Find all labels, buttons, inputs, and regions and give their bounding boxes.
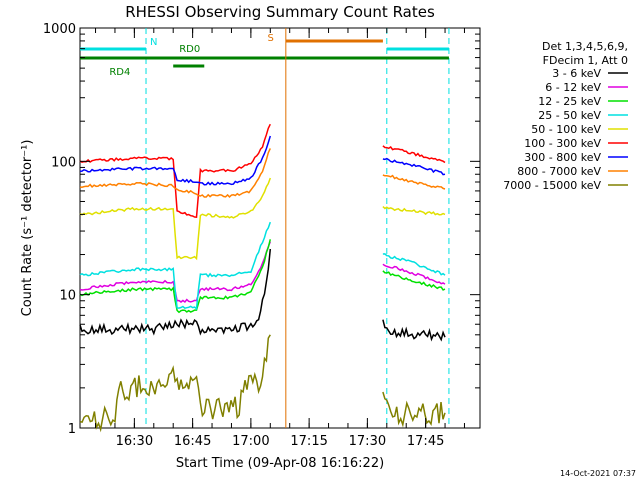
series-line-5 [382, 206, 446, 216]
timestamp: 14-Oct-2021 07:37 [560, 469, 636, 478]
series-line-7 [79, 135, 272, 186]
legend-header-1: Det 1,3,4,5,6,9, [542, 40, 628, 53]
series-line-2 [382, 263, 446, 285]
series-line-9 [382, 391, 446, 428]
x-tick-label: 17:00 [232, 434, 269, 449]
series-line-6 [79, 123, 271, 219]
legend-header-2: FDecim 1, Att 0 [543, 54, 628, 67]
y-tick-label: 10 [59, 289, 76, 304]
annotation-label-rd4: RD4 [109, 67, 130, 78]
plot-frame [79, 27, 481, 429]
series-line-5 [79, 177, 272, 261]
legend-label: 50 - 100 keV [531, 123, 601, 136]
y-axis-label: Count Rate (s⁻¹ detector⁻¹) [20, 140, 35, 317]
x-tick-label: 16:30 [116, 434, 153, 449]
x-tick-label: 16:45 [174, 434, 211, 449]
series-line-1 [382, 319, 446, 342]
x-tick-label: 17:15 [290, 434, 327, 449]
x-tick-label: 17:45 [407, 434, 444, 449]
legend-label: 6 - 12 keV [545, 81, 601, 94]
series-line-4 [382, 253, 446, 276]
series-line-2 [79, 241, 272, 304]
series-line-1 [79, 248, 272, 336]
series-layer [79, 123, 446, 433]
legend-label: 12 - 25 keV [538, 95, 601, 108]
series-line-3 [382, 270, 446, 291]
series-line-6 [382, 145, 446, 164]
annotation-label-s: S [267, 33, 273, 44]
series-line-3 [79, 239, 272, 314]
legend-label: 25 - 50 keV [538, 109, 601, 122]
legend-label: 3 - 6 keV [552, 67, 601, 80]
y-tick-label: 1000 [43, 22, 76, 37]
x-axis-label: Start Time (09-Apr-08 16:16:22) [176, 456, 384, 471]
legend-label: 300 - 800 keV [524, 151, 601, 164]
legend-label: 800 - 7000 keV [517, 165, 601, 178]
series-line-7 [382, 157, 446, 176]
chart-title: RHESSI Observing Summary Count Rates [125, 3, 435, 21]
y-tick-label: 1 [68, 422, 76, 437]
annotation-layer: N RD0 RD4 S [80, 28, 450, 428]
axes-layer: 1 10 100 1000 16:30 16:45 17:00 17:15 17:30 17:45 [43, 22, 480, 449]
annotation-label-n: N [150, 37, 157, 48]
series-line-4 [79, 221, 272, 311]
x-tick-label: 17:30 [349, 434, 386, 449]
series-line-8 [79, 148, 271, 198]
legend-label: 100 - 300 keV [524, 137, 601, 150]
series-line-9 [79, 334, 271, 433]
legend-label: 7000 - 15000 keV [503, 179, 601, 192]
annotation-label-rd0: RD0 [179, 44, 200, 55]
series-line-8 [382, 174, 446, 190]
y-tick-label: 100 [51, 155, 76, 170]
